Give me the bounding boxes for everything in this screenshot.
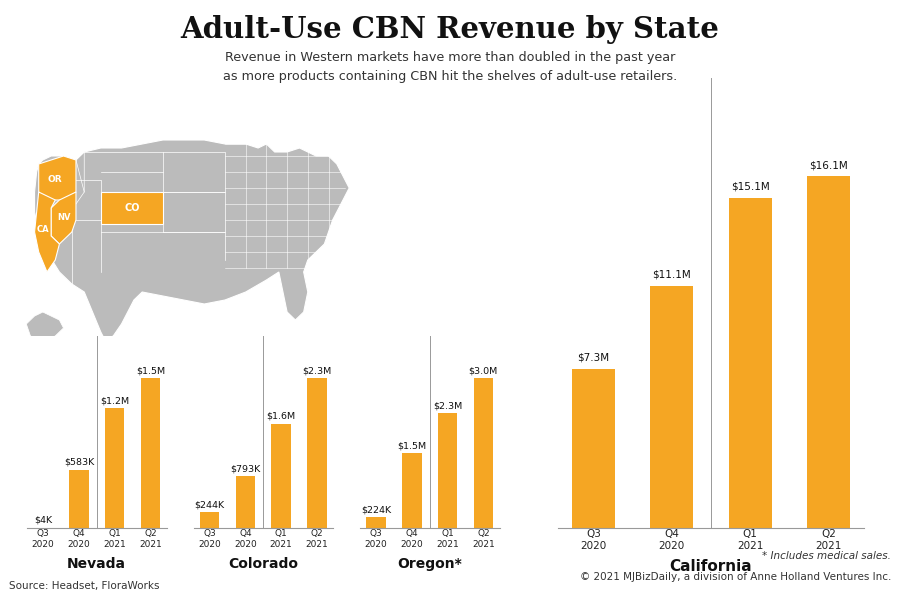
Bar: [729, 198, 771, 528]
Bar: [200, 512, 220, 528]
X-axis label: California: California: [670, 559, 752, 574]
Polygon shape: [101, 192, 163, 224]
Bar: [366, 517, 386, 528]
Text: $15.1M: $15.1M: [731, 182, 770, 192]
Polygon shape: [34, 140, 349, 340]
Polygon shape: [26, 312, 64, 340]
Text: OR: OR: [47, 175, 62, 184]
Text: CO: CO: [124, 203, 140, 213]
Bar: [651, 286, 693, 528]
Text: $1.6M: $1.6M: [266, 412, 296, 421]
Text: Source: Headset, FloraWorks: Source: Headset, FloraWorks: [9, 581, 159, 591]
Text: © 2021 MJBizDaily, a division of Anne Holland Ventures Inc.: © 2021 MJBizDaily, a division of Anne Ho…: [580, 572, 891, 582]
Text: $2.3M: $2.3M: [433, 401, 463, 410]
Bar: [69, 470, 89, 528]
Polygon shape: [39, 156, 76, 204]
Text: $11.1M: $11.1M: [652, 269, 691, 279]
Text: $1.2M: $1.2M: [100, 396, 130, 406]
Bar: [807, 176, 850, 528]
Text: $16.1M: $16.1M: [809, 160, 848, 170]
Text: $583K: $583K: [64, 458, 94, 467]
Bar: [140, 378, 160, 528]
Bar: [402, 453, 422, 528]
Polygon shape: [34, 192, 59, 272]
Text: $4K: $4K: [34, 516, 52, 525]
Text: $1.5M: $1.5M: [397, 442, 427, 450]
Text: $1.5M: $1.5M: [136, 366, 165, 376]
Bar: [437, 413, 457, 528]
Bar: [271, 424, 291, 528]
Text: $244K: $244K: [194, 500, 225, 509]
Bar: [104, 408, 124, 528]
Text: $2.3M: $2.3M: [302, 366, 331, 376]
Text: * Includes medical sales.: * Includes medical sales.: [762, 551, 891, 561]
Bar: [473, 378, 493, 528]
Text: $7.3M: $7.3M: [578, 352, 609, 362]
Text: Revenue in Western markets have more than doubled in the past year
as more produ: Revenue in Western markets have more tha…: [223, 51, 677, 83]
Text: Adult-Use CBN Revenue by State: Adult-Use CBN Revenue by State: [181, 15, 719, 44]
Text: $3.0M: $3.0M: [469, 366, 498, 376]
Text: $793K: $793K: [230, 464, 260, 473]
Bar: [307, 378, 327, 528]
Polygon shape: [51, 192, 76, 244]
Text: CA: CA: [37, 226, 50, 235]
X-axis label: Colorado: Colorado: [229, 557, 298, 571]
Bar: [236, 476, 256, 528]
X-axis label: Oregon*: Oregon*: [398, 557, 462, 571]
Text: NV: NV: [57, 214, 70, 223]
Text: $224K: $224K: [361, 505, 392, 514]
Bar: [572, 368, 615, 528]
X-axis label: Nevada: Nevada: [68, 557, 126, 571]
